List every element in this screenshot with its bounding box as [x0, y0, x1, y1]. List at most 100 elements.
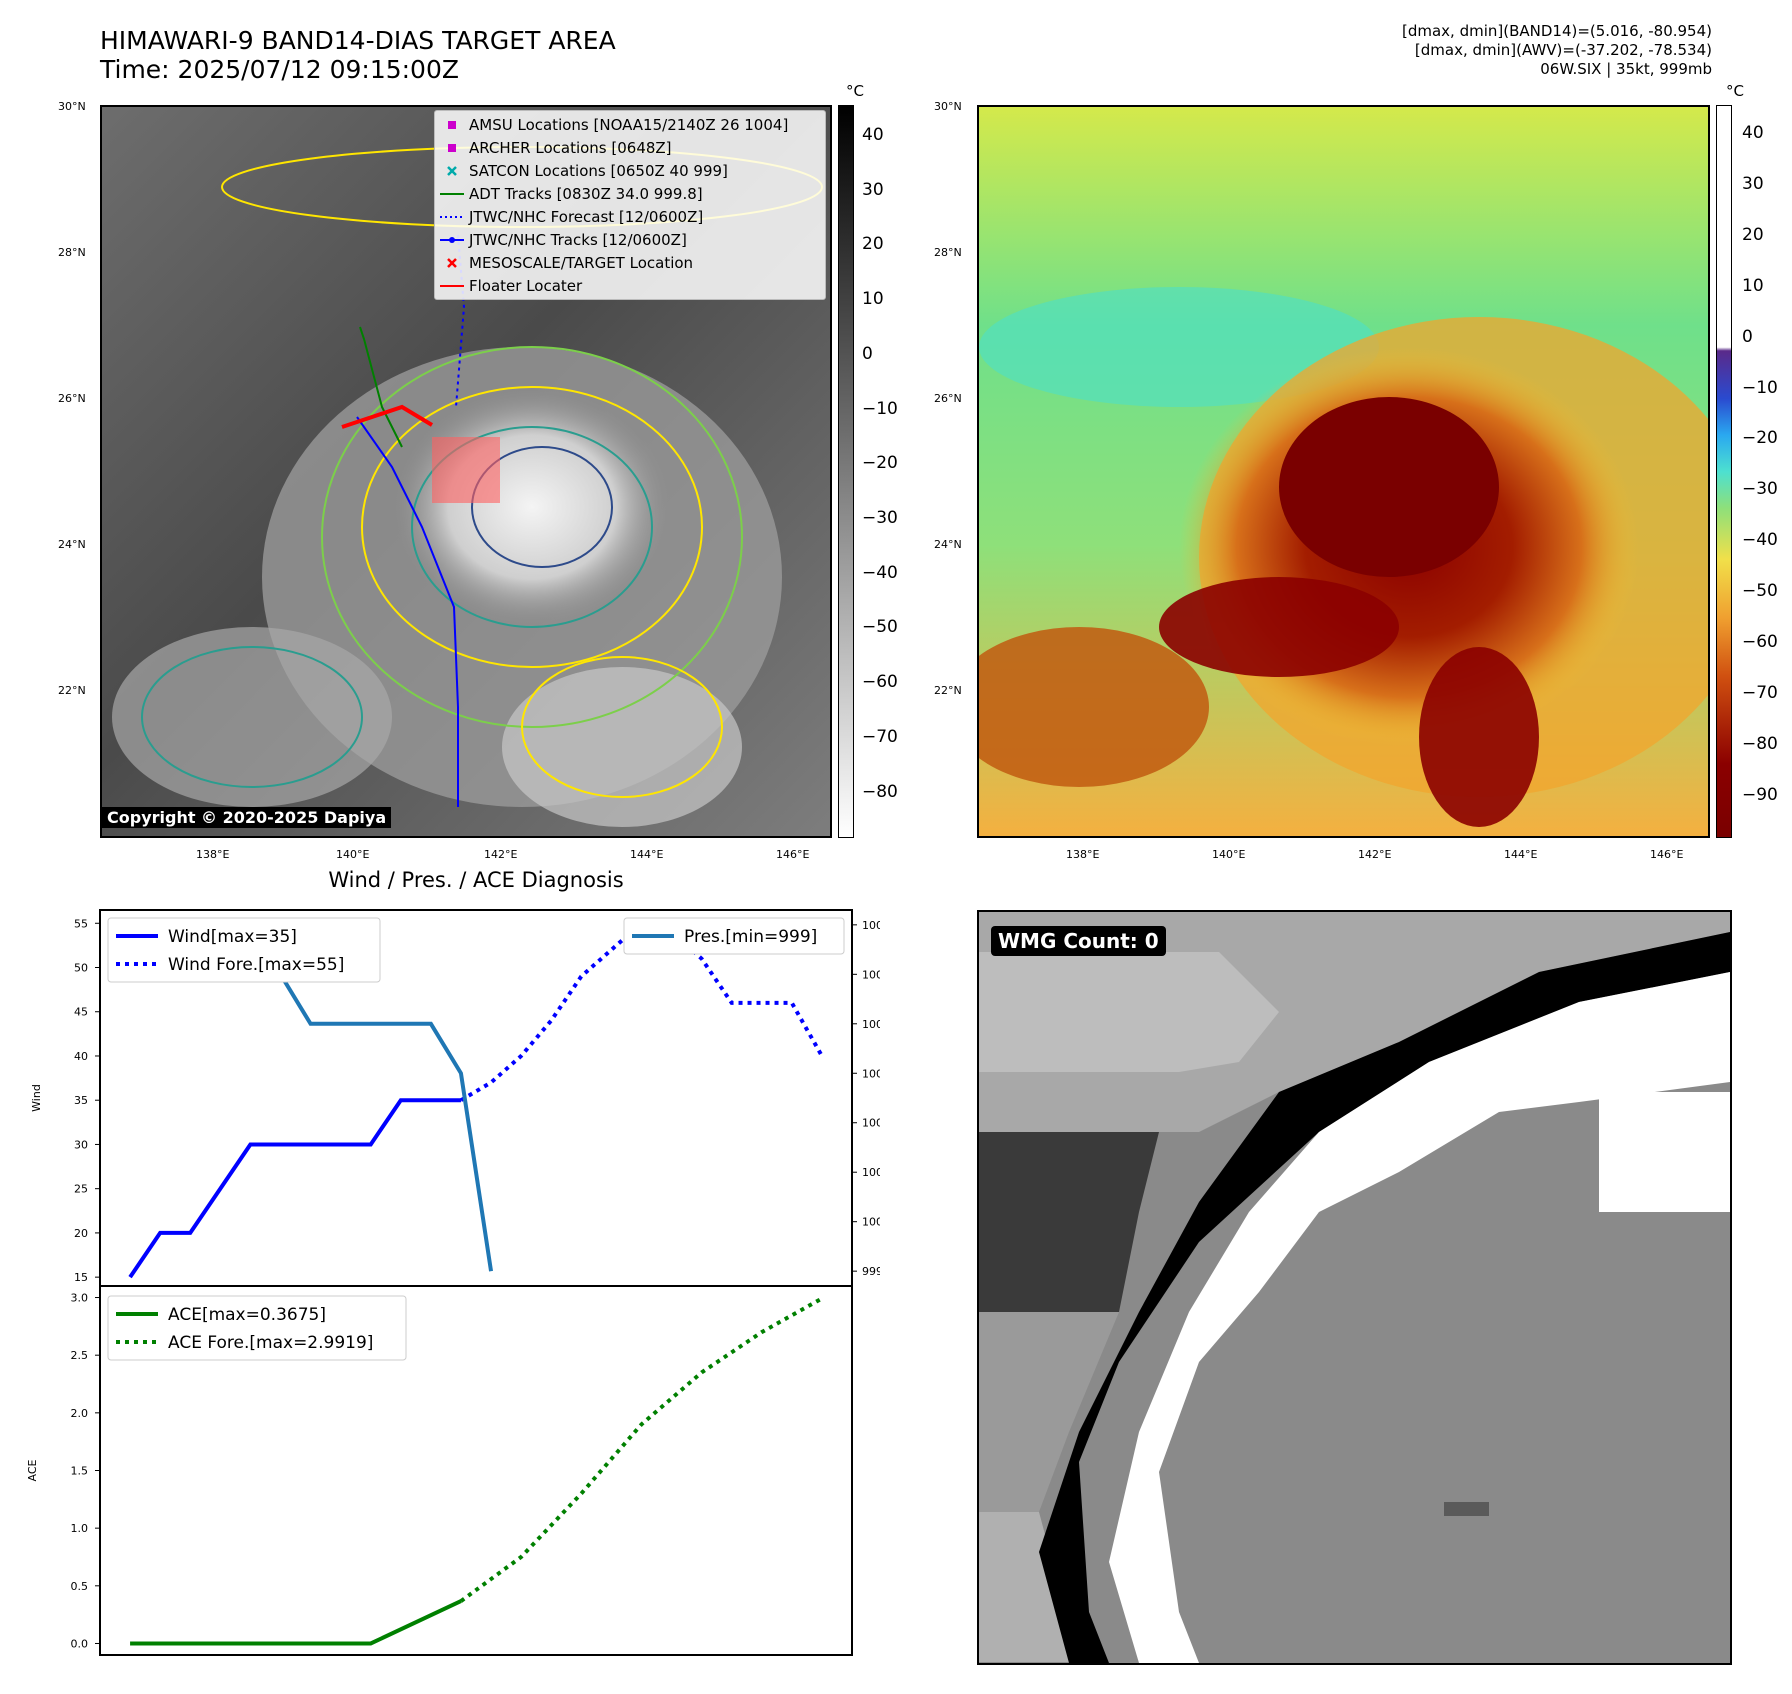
- ir-colorbar: [838, 105, 854, 838]
- ir-colorbar-unit: °C: [846, 82, 864, 100]
- legend-box: [107, 1295, 407, 1361]
- legend-symbol-icon: [435, 280, 469, 292]
- wmg-panel: WMG Count: 0: [977, 910, 1732, 1665]
- ace-axis-label: ACE: [26, 1459, 39, 1481]
- awv-lat-label: 22°N: [934, 684, 962, 697]
- pressure-ytick-label: 1004: [862, 1018, 880, 1031]
- colorbar-tick-label: −40: [862, 562, 898, 583]
- colorbar-tick-label: 40: [1742, 122, 1764, 143]
- colorbar-tick-label: −10: [862, 398, 898, 419]
- colorbar-tick-label: −80: [1742, 733, 1778, 754]
- ace-ytick-label: 2.5: [71, 1349, 89, 1362]
- legend-symbol-icon: [435, 165, 469, 177]
- legend-symbol-icon: [435, 119, 469, 131]
- pressure-ytick-label: 1003: [862, 1067, 880, 1080]
- legend-entry: AMSU Locations [NOAA15/2140Z 26 1004]: [435, 113, 825, 136]
- ir-lon-label: 138°E: [196, 848, 230, 861]
- awv-lon-label: 146°E: [1650, 848, 1684, 861]
- colorbar-tick-label: −60: [1742, 632, 1778, 653]
- ace-forecast-series-line: [459, 1296, 823, 1603]
- wind-ytick-label: 35: [74, 1094, 88, 1107]
- colorbar-tick-label: 0: [1742, 326, 1753, 347]
- legend-entry: MESOSCALE/TARGET Location: [435, 251, 825, 274]
- colorbar-tick-label: −40: [1742, 530, 1778, 551]
- awv-lat-label: 26°N: [934, 392, 962, 405]
- ace-ytick-label: 0.5: [71, 1580, 89, 1593]
- awv-lon-label: 140°E: [1212, 848, 1246, 861]
- figure-title: HIMAWARI-9 BAND14-DIAS TARGET AREA Time:…: [100, 26, 616, 84]
- storm-info: [dmax, dmin](BAND14)=(5.016, -80.954) [d…: [1402, 22, 1712, 79]
- info-line-3: 06W.SIX | 35kt, 999mb: [1540, 60, 1712, 78]
- legend-label: ARCHER Locations [0648Z]: [469, 138, 672, 157]
- ace-ytick-label: 1.5: [71, 1465, 89, 1478]
- wmg-count-label: WMG Count: 0: [991, 926, 1166, 956]
- colorbar-tick-label: −80: [862, 781, 898, 802]
- ir-lon-label: 146°E: [776, 848, 810, 861]
- colorbar-tick-label: −30: [1742, 479, 1778, 500]
- colorbar-tick-label: −70: [862, 726, 898, 747]
- wind-ytick-label: 45: [74, 1006, 88, 1019]
- pressure-ytick-label: 1006: [862, 919, 880, 932]
- colorbar-tick-label: 30: [862, 179, 884, 200]
- awv-lat-label: 24°N: [934, 538, 962, 551]
- ir-map-panel: AMSU Locations [NOAA15/2140Z 26 1004] ARC…: [100, 105, 832, 838]
- title-line-1: HIMAWARI-9 BAND14-DIAS TARGET AREA: [100, 26, 616, 55]
- colorbar-tick-label: −20: [1742, 428, 1778, 449]
- ir-lon-label: 144°E: [630, 848, 664, 861]
- legend-label: JTWC/NHC Forecast [12/0600Z]: [469, 207, 704, 226]
- legend-label: ACE[max=0.3675]: [168, 1305, 326, 1325]
- legend-box: [107, 917, 381, 983]
- ir-lon-label: 142°E: [484, 848, 518, 861]
- legend-label: JTWC/NHC Tracks [12/0600Z]: [469, 230, 687, 249]
- colorbar-tick-label: 0: [862, 343, 873, 364]
- colorbar-tick-label: 20: [862, 234, 884, 255]
- colorbar-tick-label: −90: [1742, 784, 1778, 805]
- pressure-ytick-label: 1002: [862, 1117, 880, 1130]
- title-line-2: Time: 2025/07/12 09:15:00Z: [100, 55, 459, 84]
- ir-lat-label: 26°N: [58, 392, 86, 405]
- colorbar-tick-label: −70: [1742, 682, 1778, 703]
- awv-lon-label: 144°E: [1504, 848, 1538, 861]
- awv-lat-label: 30°N: [934, 100, 962, 113]
- wind-ytick-label: 15: [74, 1271, 88, 1284]
- wind-ytick-label: 30: [74, 1138, 88, 1151]
- legend-label: ACE Fore.[max=2.9919]: [168, 1333, 373, 1353]
- colorbar-tick-label: −50: [1742, 581, 1778, 602]
- info-line-2: [dmax, dmin](AWV)=(-37.202, -78.534): [1414, 41, 1712, 59]
- wind-ytick-label: 20: [74, 1227, 88, 1240]
- ir-lat-label: 22°N: [58, 684, 86, 697]
- wind-ytick-label: 25: [74, 1183, 88, 1196]
- legend-entry: JTWC/NHC Tracks [12/0600Z]: [435, 228, 825, 251]
- info-line-1: [dmax, dmin](BAND14)=(5.016, -80.954): [1401, 22, 1712, 40]
- legend-label: ADT Tracks [0830Z 34.0 999.8]: [469, 184, 703, 203]
- colorbar-tick-label: 10: [862, 289, 884, 310]
- legend-label: SATCON Locations [0650Z 40 999]: [469, 161, 728, 180]
- legend-box: [623, 917, 845, 955]
- ir-legend: AMSU Locations [NOAA15/2140Z 26 1004] ARC…: [434, 110, 826, 300]
- pressure-ytick-label: 1005: [862, 968, 880, 981]
- legend-symbol-icon: [435, 211, 469, 223]
- ace-ytick-label: 3.0: [71, 1292, 89, 1305]
- legend-label: Wind Fore.[max=55]: [168, 955, 344, 975]
- ace-ytick-label: 2.0: [71, 1407, 89, 1420]
- legend-symbol-icon: [435, 188, 469, 200]
- diagnosis-title: Wind / Pres. / ACE Diagnosis: [328, 868, 624, 892]
- ace-ytick-label: 1.0: [71, 1522, 89, 1535]
- wind-series-line: [128, 1098, 461, 1279]
- colorbar-tick-label: −20: [862, 453, 898, 474]
- pressure-ytick-label: 999: [862, 1265, 880, 1278]
- colorbar-tick-label: −50: [862, 617, 898, 638]
- ace-series-line: [130, 1599, 462, 1646]
- colorbar-tick-label: −10: [1742, 377, 1778, 398]
- wind-ytick-label: 40: [74, 1050, 88, 1063]
- colorbar-tick-label: −30: [862, 507, 898, 528]
- awv-colorbar: [1716, 105, 1732, 838]
- legend-label: Floater Locater: [469, 276, 583, 295]
- colorbar-tick-label: 30: [1742, 173, 1764, 194]
- colorbar-tick-label: 40: [862, 125, 884, 146]
- legend-label: Pres.[min=999]: [684, 927, 817, 947]
- colorbar-tick-label: 10: [1742, 275, 1764, 296]
- awv-map-panel: [977, 105, 1710, 838]
- wind-axis-label: Wind: [30, 1084, 43, 1112]
